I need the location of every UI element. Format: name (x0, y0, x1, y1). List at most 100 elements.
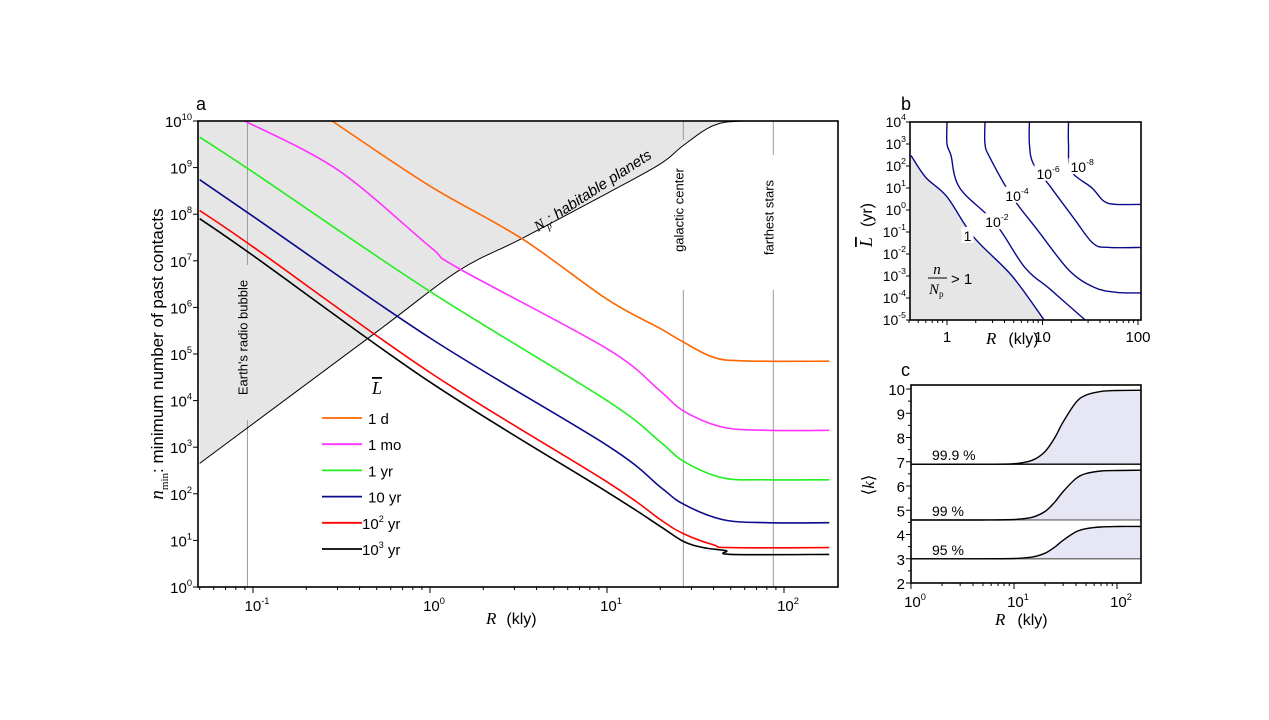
y-tick-label: 4 (897, 528, 905, 545)
shaded-region-n-exceeds-Np (198, 121, 838, 464)
y-axis-label-c: ⟨k⟩ (859, 475, 878, 496)
fill-area-1 (911, 470, 1141, 520)
y-tick-label: 102 (170, 485, 192, 504)
y-tick-label-base: 10 (170, 207, 187, 224)
region-label-num: n (933, 262, 941, 278)
x-tick-label-base: 10 (245, 598, 262, 615)
y-tick-label: 10-2 (883, 244, 906, 262)
y-tick-label: 5 (897, 503, 905, 520)
y-tick-label: 10-4 (883, 288, 906, 306)
y-tick-label-base: 10 (170, 487, 187, 504)
y-tick-label-exp: -4 (898, 288, 906, 298)
panel-b: 110-210-410-6 10-810410310210110010-110-2… (856, 94, 1151, 348)
panel-a: Earth's radio bubble galactic center farth… (147, 94, 839, 628)
y-tick-label-exp: 10 (182, 112, 192, 122)
series-line-1 (244, 121, 830, 432)
contour-label-bg (1034, 164, 1065, 181)
plot-area-a (198, 121, 838, 587)
series-label-1: 99 % (932, 503, 964, 519)
y-tick-label-base: 10 (170, 254, 187, 271)
x-tick-label: 100 (423, 596, 445, 615)
y-tick-label-base: 10 (170, 580, 187, 597)
fill-area-2 (911, 526, 1141, 559)
plot-frame-c (910, 384, 1142, 584)
y-tick-label: 106 (170, 298, 192, 317)
y-tick-label: 10-5 (883, 310, 906, 328)
Np-habitable-planets-curve (199, 121, 830, 464)
contour-label-1: 10-2 (985, 212, 1008, 230)
contour-label-4-exp: -8 (1086, 157, 1094, 167)
series-curve-2 (911, 525, 1141, 560)
y-tick-label-base: 10 (170, 440, 187, 457)
y-tick-label: 103 (170, 438, 192, 457)
contour-label-bg (983, 213, 1014, 230)
y-tick-label-base: 10 (170, 161, 187, 178)
x-tick-label: 10-1 (245, 596, 270, 615)
legend-label-5: 103 yr (362, 540, 400, 559)
contour-label-4-base: 10 (1071, 159, 1087, 175)
y-tick-label: 100 (886, 200, 907, 218)
y-tick-label-exp: -3 (898, 266, 906, 276)
y-tick-label-exp: 0 (187, 578, 192, 588)
y-tick-label: 6 (897, 479, 905, 496)
y-tick-label-base: 10 (170, 533, 187, 550)
y-tick-label-exp: 3 (187, 438, 192, 448)
y-tick-label-exp: 2 (901, 156, 906, 166)
x-tick-label: 10 (1034, 329, 1051, 346)
y-tick-label: 103 (886, 134, 907, 152)
x-tick-label: 102 (777, 596, 799, 615)
reference-line-label: farthest stars (761, 179, 776, 255)
x-tick-label: 1 (943, 329, 951, 346)
contour-label-2-exp: -4 (1021, 186, 1029, 196)
y-tick-label-base: 10 (886, 158, 902, 174)
series-line-0 (331, 121, 830, 363)
y-tick-label: 104 (886, 112, 907, 130)
x-tick-label-exp: 2 (1127, 592, 1132, 602)
legend-label-1: 1 mo (368, 437, 401, 454)
y-tick-label: 1010 (165, 112, 192, 131)
contour-label-0-base: 1 (964, 228, 972, 244)
legend-label-4: 102 yr (362, 514, 400, 533)
x-tick-label-base: 10 (1007, 594, 1024, 611)
y-tick-label: 7 (897, 455, 905, 472)
x-tick-label: 102 (1110, 592, 1132, 611)
y-tick-label-base: 10 (170, 347, 187, 364)
x-tick-label-base: 10 (600, 598, 617, 615)
y-axis-text: : minimum number of past contacts (148, 208, 167, 473)
y-tick-label-base: 10 (883, 268, 899, 284)
x-axis-symbol: R (485, 609, 497, 628)
contour-label-2-base: 10 (1005, 188, 1021, 204)
series-label-0: 99.9 % (932, 447, 976, 463)
x-tick-label-exp: 0 (921, 592, 926, 602)
y-tick-label-exp: 4 (901, 112, 906, 122)
contour-label-3: 10-6 (1036, 164, 1059, 182)
y-tick-label-exp: 4 (187, 392, 192, 402)
x-tick-label: 100 (1125, 329, 1150, 346)
y-tick-label-base: 10 (170, 300, 187, 317)
x-axis-unit: (kly) (506, 611, 536, 628)
plot-frame-b (909, 121, 1142, 321)
fill-area-0 (911, 390, 1141, 465)
series-line-5 (199, 218, 830, 556)
x-axis-label-c: R (kly) (994, 610, 1048, 629)
y-tick-label: 107 (170, 252, 192, 271)
legend-label-2: 1 yr (368, 463, 393, 480)
y-tick-label: 101 (170, 531, 192, 550)
contour-label-2: 10-4 (1005, 186, 1028, 204)
x-tick-label: 101 (600, 596, 622, 615)
x-tick-label-exp: -1 (261, 596, 269, 606)
contour-label-0: 1 (964, 228, 972, 244)
y-tick-label: 8 (897, 431, 905, 448)
contour-line-4 (1067, 122, 1141, 206)
y-tick-label-exp: 9 (187, 159, 192, 169)
y-axis-label-a: nmin: minimum number of past contacts (147, 208, 171, 499)
x-tick-label-exp: 1 (617, 596, 622, 606)
contour-label-4: 10-8 (1071, 157, 1094, 175)
contour-line-1 (945, 122, 1086, 320)
x-tick-label-base: 10 (904, 594, 921, 611)
y-tick-label-exp: -5 (898, 310, 906, 320)
y-tick-label-exp: -2 (898, 244, 906, 254)
series-label-2: 95 % (932, 542, 964, 558)
x-tick-label-base: 10 (423, 598, 440, 615)
y-tick-label-base: 10 (883, 246, 899, 262)
